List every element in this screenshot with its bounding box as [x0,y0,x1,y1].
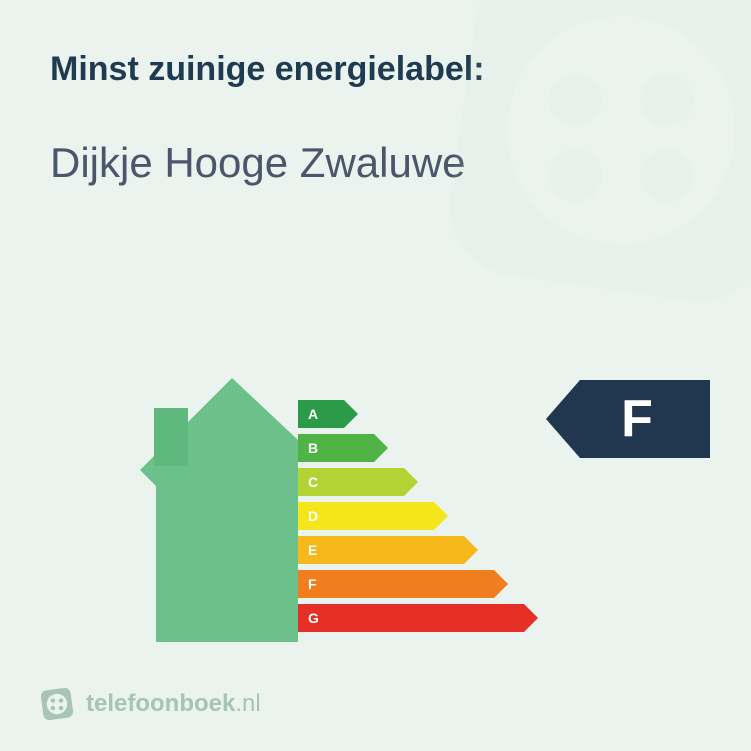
energy-bar-arrow [434,502,448,530]
energy-label-card: Minst zuinige energielabel: Dijkje Hooge… [0,0,751,751]
energy-bar-label: D [298,502,434,530]
footer-text: telefoonboek.nl [86,690,261,718]
energy-bar-arrow [374,434,388,462]
location-name: Dijkje Hooge Zwaluwe [50,139,701,187]
energy-bar-b: B [298,434,388,462]
footer-brand-bold: telefoonboek [86,690,235,717]
energy-bar-arrow [524,604,538,632]
energy-bar-label: B [298,434,374,462]
energy-bar-label: F [298,570,494,598]
energy-bar-a: A [298,400,358,428]
energy-bar-g: G [298,604,538,632]
energy-bars: ABCDEFG [298,400,558,640]
energy-bar-label: G [298,604,524,632]
result-arrow-tip [546,380,580,458]
energy-bar-arrow [344,400,358,428]
energy-bar-arrow [404,468,418,496]
energy-bar-label: E [298,536,464,564]
footer-logo: telefoonboek.nl [40,687,261,721]
energy-bar-arrow [464,536,478,564]
page-title: Minst zuinige energielabel: [50,50,701,89]
energy-bar-label: A [298,400,344,428]
telefoonboek-icon [40,687,74,721]
footer-brand-rest: .nl [235,690,260,717]
result-indicator: F [546,380,710,458]
energy-bar-d: D [298,502,448,530]
energy-label-chart: ABCDEFG F [140,378,710,658]
energy-bar-arrow [494,570,508,598]
energy-bar-f: F [298,570,508,598]
energy-bar-c: C [298,468,418,496]
energy-bar-label: C [298,468,404,496]
house-icon [140,378,300,642]
result-letter: F [580,380,710,458]
energy-bar-e: E [298,536,478,564]
